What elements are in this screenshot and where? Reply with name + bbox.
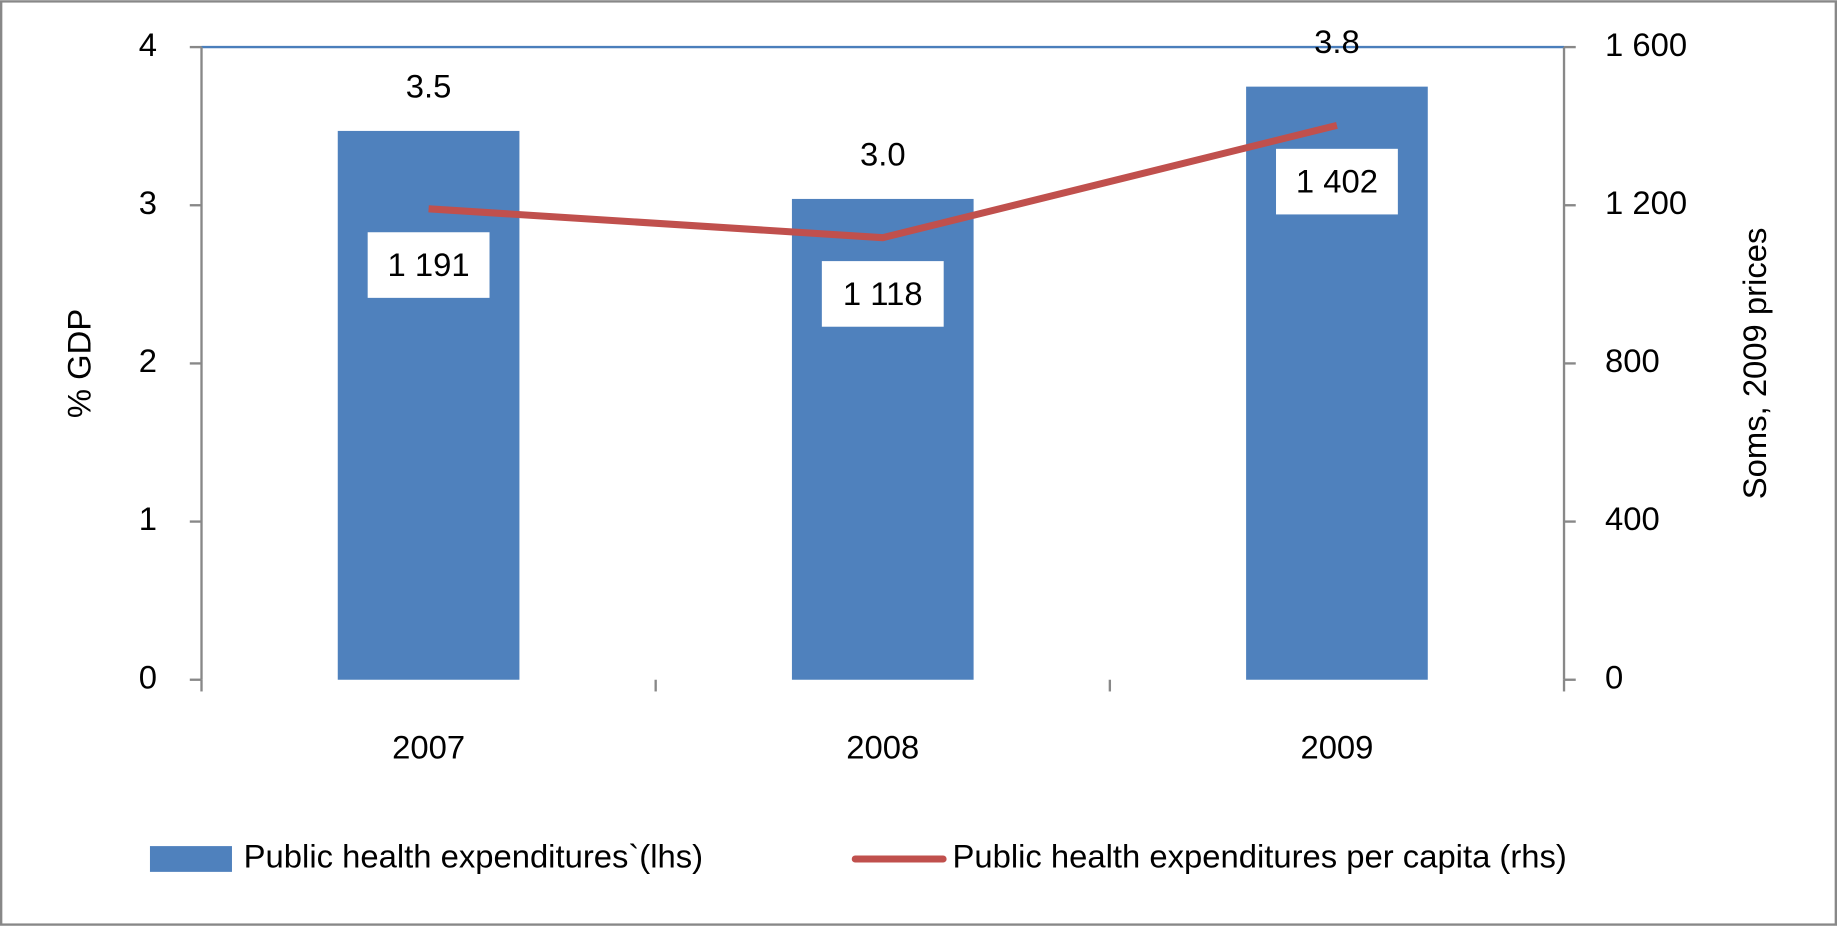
line-value-label: 1 402 bbox=[1296, 163, 1378, 200]
y-tick-label: 2 bbox=[139, 342, 157, 379]
x-tick-label: 2009 bbox=[1300, 729, 1373, 766]
line-value-label: 1 118 bbox=[843, 275, 923, 312]
bar bbox=[337, 130, 520, 680]
label-box bbox=[821, 261, 944, 327]
legend-label: Public health expenditures`(lhs) bbox=[244, 838, 703, 875]
label-box bbox=[1276, 148, 1398, 215]
x-tick-label: 2008 bbox=[846, 729, 919, 766]
y2-tick-label: 800 bbox=[1605, 342, 1660, 379]
bar-value-label: 3.0 bbox=[860, 135, 906, 172]
legend-label: Public health expenditures per capita (r… bbox=[952, 838, 1566, 875]
legend-swatch bbox=[149, 846, 232, 872]
y2-tick-label: 400 bbox=[1605, 500, 1660, 537]
y-tick-label: 0 bbox=[139, 658, 157, 695]
y2-axis-title: Soms, 2009 prices bbox=[1736, 228, 1773, 500]
bar-value-label: 3.5 bbox=[406, 67, 452, 104]
x-tick-label: 2007 bbox=[392, 729, 465, 766]
y-tick-label: 4 bbox=[139, 26, 157, 63]
y2-tick-label: 1 200 bbox=[1605, 184, 1687, 221]
y2-tick-label: 1 600 bbox=[1605, 26, 1687, 63]
line-value-label: 1 191 bbox=[388, 246, 470, 283]
y-axis-title: % GDP bbox=[61, 309, 98, 418]
y-tick-label: 1 bbox=[139, 500, 157, 537]
label-box bbox=[367, 232, 490, 298]
bar-value-label: 3.8 bbox=[1314, 23, 1360, 60]
y2-tick-label: 0 bbox=[1605, 658, 1623, 695]
y-tick-label: 3 bbox=[139, 184, 157, 221]
line bbox=[428, 121, 1338, 242]
